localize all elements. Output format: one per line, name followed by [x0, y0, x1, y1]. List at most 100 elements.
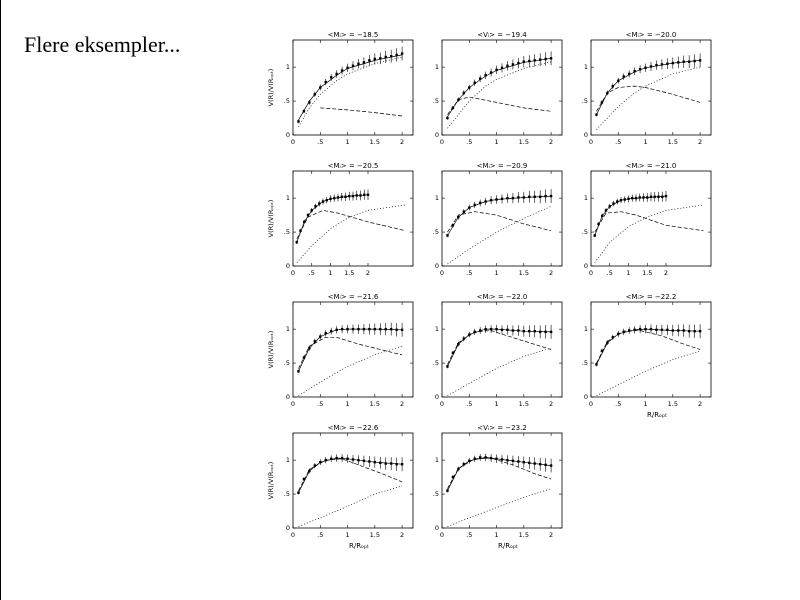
data-point [517, 61, 520, 65]
data-point [340, 195, 343, 198]
data-point [634, 196, 638, 200]
data-point [462, 210, 466, 213]
data-point [344, 195, 347, 198]
data-point [693, 59, 696, 63]
series-line-dotted [447, 347, 552, 396]
data-point [597, 222, 600, 226]
y-tick-label: .5 [433, 359, 439, 367]
x-tick-label: 1 [494, 269, 498, 277]
data-point [608, 205, 611, 208]
panel-title: <Mᵢ> = −18.5 [328, 31, 379, 39]
data-point [325, 198, 328, 202]
series-line-solid [447, 328, 552, 367]
data-point [324, 332, 327, 335]
data-point [468, 86, 471, 89]
data-point [362, 459, 366, 463]
data-point [606, 341, 609, 344]
series-line-dashed [447, 211, 552, 233]
data-point [462, 337, 466, 340]
plot-frame [441, 432, 563, 529]
plot-frame [590, 301, 712, 398]
x-tick-label: 2 [400, 531, 404, 539]
data-point [698, 329, 702, 333]
data-point [627, 329, 631, 332]
series-line-dotted [298, 485, 403, 527]
x-tick-label: 0 [589, 269, 593, 277]
data-point [351, 194, 355, 198]
data-point [682, 60, 685, 63]
data-point [379, 461, 382, 465]
series-line-dotted [447, 205, 552, 265]
data-point [661, 195, 664, 198]
data-point [346, 66, 349, 70]
x-tick-label: .5 [615, 138, 621, 146]
chart-panel-2: <Vᵢ> = −19.4 0 .5 1 1.5 2 0 .5 1 [433, 31, 563, 146]
series-line-dashed [298, 336, 403, 369]
x-tick-label: 1.5 [370, 400, 380, 408]
data-point [400, 52, 404, 55]
panel-title: <Vᵢ> = −19.4 [477, 31, 527, 39]
x-tick-label: .5 [317, 400, 323, 408]
chart-panel-4: <Mᵢ> = −20.5 0 .5 1 1.5 2 0 .5 1 V(R)/V(Rₒₚₜ) [267, 162, 414, 277]
data-point [544, 463, 547, 467]
data-point [308, 469, 311, 473]
series-line-dashed [447, 330, 552, 365]
y-tick-label: 0 [435, 524, 439, 532]
data-point [357, 327, 360, 331]
data-point [366, 193, 370, 196]
y-tick-label: 1 [286, 63, 290, 71]
y-tick-label: .5 [582, 359, 588, 367]
y-tick-label: 0 [286, 393, 290, 401]
data-point [533, 59, 536, 62]
data-point [677, 61, 680, 64]
series-line-dotted [594, 204, 704, 263]
x-axis-label: R/Rₒₚₜ [349, 542, 369, 550]
data-point [451, 106, 455, 110]
y-tick-label: 1 [584, 63, 588, 71]
data-point [649, 65, 653, 68]
data-point [631, 196, 634, 200]
y-tick-label: .5 [284, 97, 290, 105]
data-point [655, 328, 658, 332]
series-line-dashed [596, 85, 701, 112]
data-point [457, 467, 460, 471]
data-point [687, 60, 691, 63]
slide-title: Flere eksempler... [24, 32, 181, 57]
data-point [549, 194, 553, 198]
data-point [395, 328, 398, 332]
data-point [340, 456, 344, 460]
x-tick-label: 0 [291, 138, 295, 146]
data-point [355, 194, 358, 197]
y-axis-label: V(R)/V(Rₒₚₜ) [267, 462, 275, 500]
data-point [297, 370, 300, 373]
data-point [346, 327, 349, 331]
x-tick-label: 1.5 [370, 531, 380, 539]
data-point [666, 62, 669, 65]
data-point [357, 62, 360, 65]
data-point [682, 329, 685, 332]
x-tick-label: 0 [440, 138, 444, 146]
data-point [329, 329, 333, 333]
data-point [698, 59, 702, 62]
data-point [335, 328, 338, 332]
x-tick-label: 0 [291, 400, 295, 408]
y-tick-label: 1 [584, 194, 588, 202]
data-point [655, 63, 658, 67]
y-axis-label: V(R)/V(Rₒₚₜ) [267, 200, 275, 238]
data-point [506, 64, 509, 67]
data-point [484, 74, 487, 77]
data-point [314, 205, 317, 208]
series-line-dashed [596, 330, 701, 364]
data-point [549, 330, 553, 334]
data-point [593, 234, 596, 237]
y-tick-label: .5 [433, 97, 439, 105]
x-tick-label: .5 [466, 531, 472, 539]
data-point [671, 61, 675, 65]
data-point [351, 327, 355, 331]
data-point [457, 342, 460, 346]
series-line-solid [594, 195, 667, 236]
data-point [595, 113, 598, 116]
x-tick-label: 1.5 [519, 531, 529, 539]
series-line-dotted [596, 350, 701, 396]
